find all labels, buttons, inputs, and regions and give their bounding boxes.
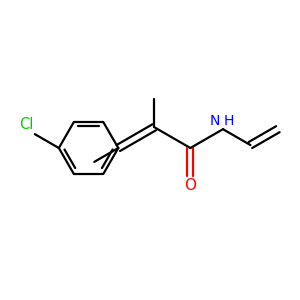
Text: O: O [184, 178, 196, 193]
Text: Cl: Cl [20, 117, 34, 132]
Text: H: H [224, 114, 234, 128]
Text: N: N [210, 114, 220, 128]
